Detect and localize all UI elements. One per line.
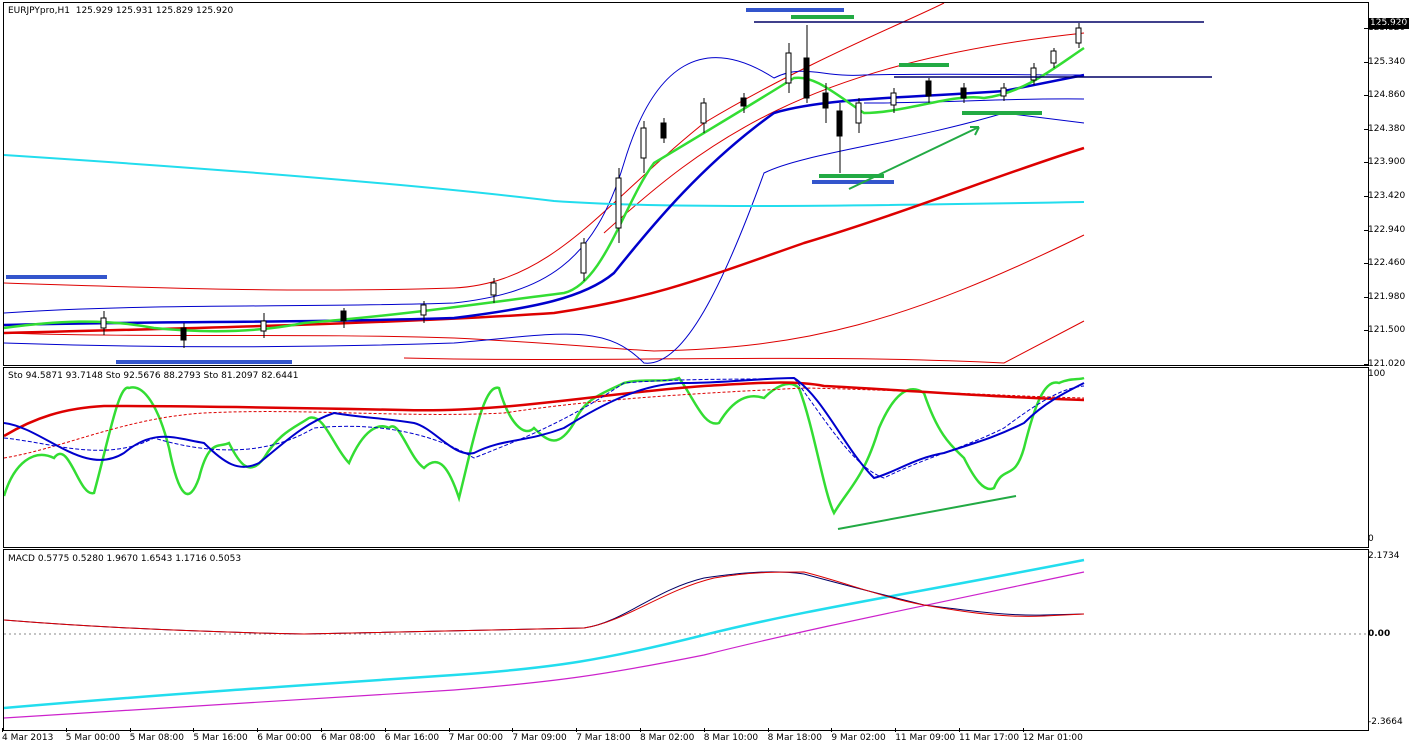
time-label: 11 Mar 09:00	[895, 733, 956, 743]
time-label: 6 Mar 00:00	[257, 733, 312, 743]
time-label: 6 Mar 08:00	[321, 733, 376, 743]
stoch-divergence-line	[837, 495, 1017, 530]
bollinger-upper-red	[4, 3, 945, 291]
time-tick-mark	[767, 728, 769, 732]
time-label: 5 Mar 08:00	[129, 733, 184, 743]
stoch-red-thick	[4, 381, 1085, 438]
price-tick-mark	[1364, 229, 1368, 231]
symbol-label: EURJPYpro,H1	[8, 6, 70, 16]
time-tick-mark	[384, 728, 386, 732]
stoch-max: 100	[1368, 369, 1386, 379]
upper-red-long	[603, 32, 1085, 234]
macd-navy	[4, 571, 1085, 635]
time-label: 8 Mar 18:00	[767, 733, 822, 743]
price-tick-mark	[1364, 128, 1368, 130]
time-label: 12 Mar 01:00	[1022, 733, 1083, 743]
macd-red	[4, 571, 1085, 635]
price-tick-mark	[1364, 28, 1368, 29]
price-tick-label: 121.980	[1368, 291, 1406, 302]
macd-cyan	[4, 558, 1085, 710]
price-tick-label: 122.460	[1368, 258, 1406, 269]
ma-red-thick	[4, 146, 1085, 335]
time-label: 5 Mar 00:00	[65, 733, 121, 743]
price-tick-mark	[1364, 364, 1368, 365]
time-tick-mark	[1022, 728, 1024, 732]
chart-header: EURJPYpro,H1 125.929 125.931 125.829 125…	[8, 6, 233, 16]
ohlc-values: 125.929 125.931 125.829 125.920	[75, 6, 234, 16]
price-tick-label: 122.940	[1368, 224, 1406, 235]
time-tick-mark	[512, 728, 514, 732]
stoch-blue	[4, 376, 1085, 480]
price-tick-label: 124.860	[1368, 90, 1406, 101]
ma-green	[4, 46, 1085, 333]
price-tick-label: 123.420	[1368, 191, 1406, 201]
price-tick-mark	[1364, 330, 1368, 332]
time-label: 7 Mar 18:00	[576, 733, 631, 743]
macd-zero: 0.00	[1368, 629, 1391, 639]
time-tick-mark	[640, 728, 641, 732]
time-tick-mark	[448, 728, 450, 732]
macd-pane[interactable]: MACD 0.5775 0.5280 1.9670 1.6543 1.1716 …	[3, 549, 1369, 731]
bollinger-mid-blue-2	[863, 98, 1085, 104]
price-tick-mark	[1364, 162, 1368, 164]
macd-min: -2.3664	[1368, 717, 1403, 727]
stoch-green	[4, 376, 1085, 516]
price-tick-mark	[1364, 263, 1368, 265]
time-label: 6 Mar 16:00	[384, 733, 440, 743]
time-tick-mark	[831, 728, 833, 732]
time-tick-mark	[576, 728, 578, 732]
time-label: 7 Mar 09:00	[512, 733, 567, 743]
time-label: 9 Mar 02:00	[831, 733, 886, 743]
time-tick-mark	[895, 728, 897, 732]
bollinger-lower-blue	[4, 112, 1085, 364]
bollinger-upper-blue	[4, 57, 1085, 314]
bollinger-lower-red	[4, 234, 1085, 352]
ma-blue-thick	[4, 73, 1085, 327]
time-tick-mark	[129, 728, 131, 732]
current-price-tag: 125.920	[1368, 18, 1409, 29]
price-tick-label: 121.020	[1368, 359, 1406, 369]
stochastic-svg	[4, 376, 1085, 530]
time-tick-mark	[65, 728, 67, 732]
time-tick-mark	[2, 728, 3, 732]
price-tick-label: 124.380	[1368, 123, 1406, 134]
stoch-red-dashed	[4, 387, 1085, 459]
price-tick-label: 125.340	[1368, 56, 1406, 67]
price-tick-mark	[1364, 296, 1368, 298]
time-tick-mark	[959, 728, 960, 732]
stoch-min: 0	[1368, 534, 1374, 544]
ma-cyan	[4, 154, 1085, 207]
macd-svg	[4, 558, 1368, 719]
time-label: 4 Mar 2013	[2, 733, 54, 743]
time-label: 8 Mar 02:00	[640, 733, 695, 743]
stoch-label: Sto 94.5871 93.7148 Sto 92.5676 88.2793 …	[8, 371, 299, 381]
macd-label: MACD 0.5775 0.5280 1.9670 1.6543 1.1716 …	[8, 554, 242, 564]
time-tick-mark	[321, 728, 322, 732]
time-tick-mark	[257, 728, 259, 732]
price-tick-label: 121.500	[1368, 325, 1406, 336]
price-tick-mark	[1364, 95, 1368, 97]
bollinger-lower-red-2	[403, 320, 1085, 364]
stoch-blue-thin	[4, 377, 1085, 479]
price-chart-svg	[4, 3, 1212, 364]
stochastic-pane[interactable]: Sto 94.5871 93.7148 Sto 92.5676 88.2793 …	[3, 367, 1369, 548]
candles	[100, 23, 1082, 348]
time-label: 7 Mar 00:00	[448, 733, 503, 743]
price-chart-pane[interactable]: EURJPYpro,H1 125.929 125.931 125.829 125…	[3, 2, 1369, 366]
price-tick-label: 123.900	[1368, 157, 1406, 168]
time-label: 5 Mar 16:00	[193, 733, 248, 743]
price-tick-mark	[1364, 196, 1368, 197]
time-tick-mark	[193, 728, 195, 732]
price-tick-mark	[1364, 61, 1368, 63]
time-label: 8 Mar 10:00	[703, 733, 759, 743]
price-tick-label: 125.820	[1368, 23, 1406, 33]
time-label: 11 Mar 17:00	[959, 733, 1020, 743]
trend-arrow	[848, 126, 980, 190]
macd-max: 2.1734	[1368, 551, 1400, 561]
time-tick-mark	[703, 728, 705, 732]
